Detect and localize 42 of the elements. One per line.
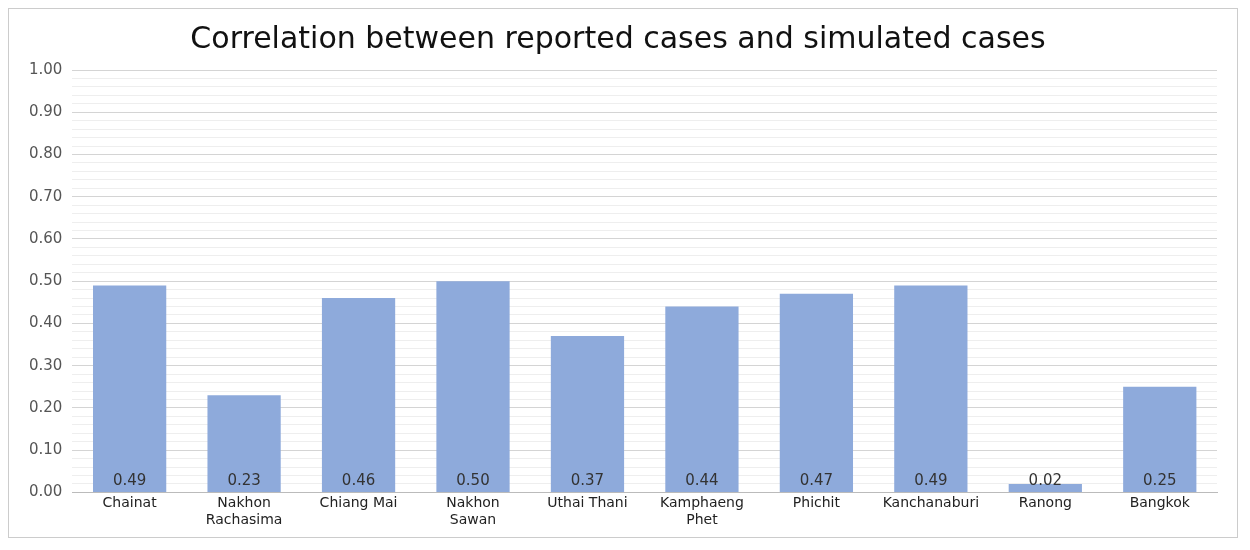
data-label: 0.23 [227,470,261,489]
bar [550,336,625,492]
data-label: 0.02 [1028,470,1063,489]
bar [436,281,510,492]
x-tick-label: Kamphaeng Phet [659,494,744,528]
x-tick-label: Chainat [102,494,158,511]
data-label: 0.49 [112,470,147,489]
bar [1123,386,1197,492]
data-label: 0.46 [341,470,376,489]
y-tick-label: 0.50 [28,271,63,290]
bar [321,298,396,492]
bar [779,293,854,492]
y-tick-label: 0.60 [28,228,63,247]
x-tick-label: Nakhon Sawan [446,494,500,528]
y-tick-label: 1.00 [28,59,63,78]
data-label: 0.50 [456,470,490,489]
chart-title: Correlation between reported cases and simulated cases [190,19,1046,55]
data-label: 0.37 [570,470,605,489]
x-tick-label: Chiang Mai [319,494,398,511]
y-tick-label: 0.00 [28,482,63,501]
y-tick-label: 0.90 [28,102,63,121]
bar [665,306,739,492]
bar [1008,483,1082,492]
x-tick-label: Uthai Thani [547,494,628,511]
x-tick-label: Ranong [1018,494,1072,511]
y-tick-label: 0.30 [28,355,63,374]
x-tick-label: Kanchanaburi [882,494,980,511]
y-tick-label: 0.20 [28,397,63,416]
data-label: 0.47 [799,470,834,489]
data-label: 0.49 [914,470,948,489]
y-tick-label: 0.40 [28,313,63,332]
bar [207,395,281,492]
bar [894,285,968,492]
x-tick-label: Nakhon Rachasima [205,494,283,528]
data-label: 0.44 [685,470,719,489]
y-tick-label: 0.10 [28,440,63,459]
x-tick-label: Phichit [792,494,841,511]
x-tick-label: Bangkok [1129,494,1191,511]
bar [93,285,167,492]
data-label: 0.25 [1143,470,1177,489]
y-tick-label: 0.80 [28,144,63,163]
y-tick-label: 0.70 [28,186,63,205]
